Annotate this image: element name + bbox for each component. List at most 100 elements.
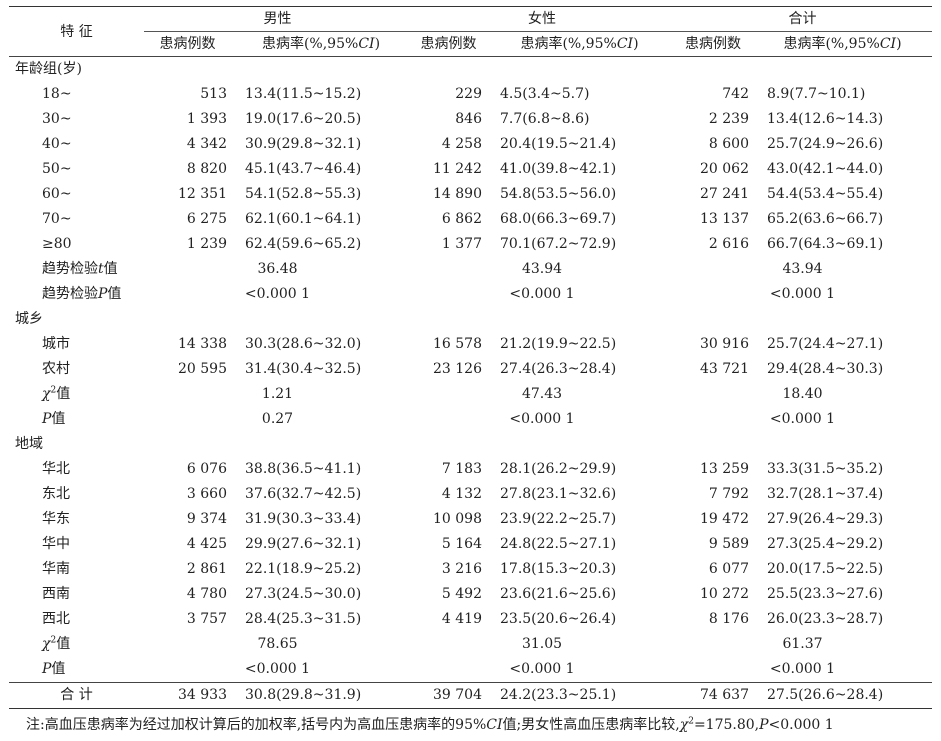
total-rate: 25.5(23.3~27.6)	[767, 586, 884, 602]
female-rate: 24.2(23.3~25.1)	[486, 682, 673, 709]
table-row: 40~ 4 342 30.9(29.8~32.1) 4 258 20.4(19.5~21…	[9, 132, 932, 157]
note-part: CI	[486, 717, 503, 733]
male-cases: 6 275	[186, 211, 227, 227]
female-test-value: <0.000 1	[509, 286, 575, 302]
test-label: 趋势检验P值	[9, 282, 144, 307]
table-row: 华北 6 076 38.8(36.5~41.1) 7 183 28.1(26.2~29.…	[9, 457, 932, 482]
female-cases: 5 164	[441, 536, 482, 552]
test-label: 趋势检验t值	[9, 257, 144, 282]
female-test-value: <0.000 1	[509, 661, 575, 677]
note-part: χ	[679, 717, 689, 733]
header-row-sub: 患病例数 患病率(%,95%CI) 患病例数 患病率(%,95%CI) 患病例数…	[9, 31, 932, 57]
section-header-row: 地域	[9, 432, 932, 457]
test-row: 趋势检验P值 <0.000 1 <0.000 1 <0.000 1	[9, 282, 932, 307]
female-cases-header: 患病例数	[411, 31, 486, 57]
total-rate: 13.4(12.6~14.3)	[767, 111, 884, 127]
total-rate: 8.9(7.7~10.1)	[767, 86, 866, 102]
test-label-post: 值	[107, 286, 122, 302]
total-cases: 20 062	[700, 161, 749, 177]
total-header: 合计	[673, 6, 932, 32]
table-footnote: 注:高血压患病率为经过加权计算后的加权率,括号内为高血压患病率的95%CI值;男…	[26, 714, 834, 734]
section-title: 地域	[15, 436, 43, 452]
female-cases: 4 132	[441, 486, 482, 502]
test-label-post: 值	[103, 261, 118, 277]
female-rate: 27.8(23.1~32.6)	[500, 486, 617, 502]
total-test-value: <0.000 1	[769, 411, 836, 427]
table-row: 华东 9 374 31.9(30.3~33.4) 10 098 23.9(22.2~25…	[9, 507, 932, 532]
male-rate: 31.4(30.4~32.5)	[245, 361, 362, 377]
table-row: 18~ 513 13.4(11.5~15.2) 229 4.5(3.4~5.7) 742 8…	[9, 82, 932, 107]
female-cases: 23 126	[433, 361, 482, 377]
total-cases: 74 637	[673, 682, 753, 709]
total-cases: 6 077	[708, 561, 749, 577]
male-cases: 20 595	[178, 361, 227, 377]
test-label-post: 值	[51, 661, 66, 677]
female-rate: 23.9(22.2~25.7)	[500, 511, 617, 527]
male-cases-header: 患病例数	[144, 31, 231, 57]
total-label: 合 计	[9, 682, 144, 709]
total-rate-header: 患病率(%,95%CI)	[753, 31, 932, 57]
female-test-value: 43.94	[521, 261, 563, 277]
test-label-post: 值	[51, 411, 66, 427]
male-cases: 4 425	[186, 536, 227, 552]
total-rate: 25.7(24.9~26.6)	[767, 136, 884, 152]
female-cases: 6 862	[441, 211, 482, 227]
test-label: P值	[9, 407, 144, 432]
feature-header: 特 征	[9, 6, 144, 57]
total-rate: 25.7(24.4~27.1)	[767, 336, 884, 352]
note-part: 值;男女性高血压患病率比较,	[502, 717, 680, 733]
total-rate: 33.3(31.5~35.2)	[767, 461, 884, 477]
note-part: <0.000 1	[768, 717, 834, 733]
total-row: 合 计 34 933 30.8(29.8~31.9) 39 704 24.2(23.3~…	[9, 682, 932, 709]
rate-header-text: 患病率(%,95%CI)	[261, 36, 381, 52]
male-rate: 27.3(24.5~30.0)	[245, 586, 362, 602]
total-cases: 742	[722, 86, 749, 102]
table-row: 70~ 6 275 62.1(60.1~64.1) 6 862 68.0(66.3~69…	[9, 207, 932, 232]
female-cases: 4 258	[441, 136, 482, 152]
total-rate: 54.4(53.4~55.4)	[767, 186, 884, 202]
total-cases: 13 259	[700, 461, 749, 477]
female-cases: 14 890	[433, 186, 482, 202]
rate-header-text: 患病率(%,95%CI)	[783, 36, 902, 52]
row-label: 城市	[42, 336, 70, 352]
test-label: χ2值	[9, 632, 144, 657]
test-label-pre: 趋势检验	[42, 286, 98, 302]
female-rate: 23.6(21.6~25.6)	[500, 586, 617, 602]
female-cases: 7 183	[441, 461, 482, 477]
row-label: 西北	[42, 611, 70, 627]
female-rate: 41.0(39.8~42.1)	[500, 161, 617, 177]
total-cases: 30 916	[700, 336, 749, 352]
test-label-symbol: P	[42, 411, 52, 427]
row-label: 40~	[42, 136, 72, 152]
male-test-value: 1.21	[261, 386, 294, 402]
male-rate: 45.1(43.7~46.4)	[245, 161, 362, 177]
header-row-groups: 特 征 男性 女性 合计	[9, 6, 932, 57]
female-cases: 3 216	[441, 561, 482, 577]
table-row: 30~ 1 393 19.0(17.6~20.5) 846 7.7(6.8~8.6) 2 …	[9, 107, 932, 132]
male-rate: 62.4(59.6~65.2)	[245, 236, 362, 252]
row-label: 东北	[42, 486, 70, 502]
note-part: P	[759, 717, 769, 733]
female-cases: 5 492	[441, 586, 482, 602]
test-row: χ2值 78.65 31.05 61.37	[9, 632, 932, 657]
total-cases: 13 137	[700, 211, 749, 227]
test-label-symbol: χ	[42, 636, 51, 652]
male-cases: 14 338	[178, 336, 227, 352]
female-rate: 24.8(22.5~27.1)	[500, 536, 617, 552]
test-label-symbol: P	[98, 286, 108, 302]
total-test-value: <0.000 1	[769, 661, 836, 677]
male-cases: 9 374	[186, 511, 227, 527]
row-label: 70~	[42, 211, 72, 227]
table-row: 农村 20 595 31.4(30.4~32.5) 23 126 27.4(26.3~2…	[9, 357, 932, 382]
male-cases: 1 393	[186, 111, 227, 127]
total-cases: 8 600	[708, 136, 749, 152]
male-rate: 19.0(17.6~20.5)	[245, 111, 362, 127]
female-test-value: 47.43	[521, 386, 563, 402]
male-rate-header: 患病率(%,95%CI)	[231, 31, 411, 57]
female-cases: 16 578	[433, 336, 482, 352]
female-cases: 846	[455, 111, 482, 127]
total-rate: 27.3(25.4~29.2)	[767, 536, 884, 552]
male-cases: 8 820	[186, 161, 227, 177]
male-rate: 28.4(25.3~31.5)	[245, 611, 362, 627]
female-rate: 68.0(66.3~69.7)	[500, 211, 617, 227]
